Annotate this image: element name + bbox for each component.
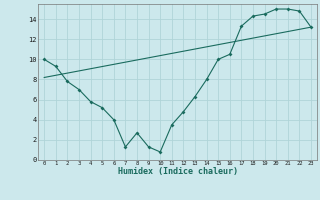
X-axis label: Humidex (Indice chaleur): Humidex (Indice chaleur) [118,167,238,176]
